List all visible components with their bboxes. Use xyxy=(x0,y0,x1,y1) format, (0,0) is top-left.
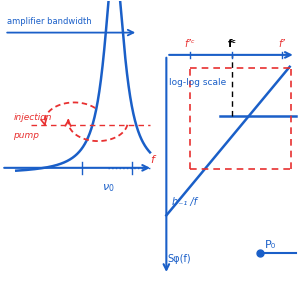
Text: injection: injection xyxy=(13,113,52,122)
Text: b₋₁ /f: b₋₁ /f xyxy=(172,197,197,207)
Text: f’: f’ xyxy=(279,40,286,50)
Text: fᶜ: fᶜ xyxy=(227,40,236,50)
Text: log-log scale: log-log scale xyxy=(169,78,226,87)
Text: P₀: P₀ xyxy=(264,240,276,250)
Text: Sφ(f): Sφ(f) xyxy=(168,254,191,264)
Text: pump: pump xyxy=(13,131,39,140)
Text: f’ᶜ: f’ᶜ xyxy=(185,40,195,50)
Text: f: f xyxy=(150,155,154,165)
Text: $\nu_0$: $\nu_0$ xyxy=(102,183,115,194)
Text: amplifier bandwidth: amplifier bandwidth xyxy=(7,17,92,26)
